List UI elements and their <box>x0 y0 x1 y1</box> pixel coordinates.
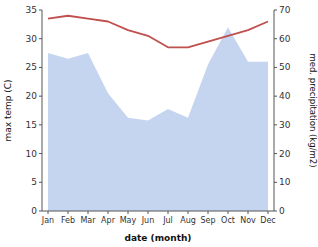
y2-tick <box>274 211 277 212</box>
x-tick-label: Jun <box>141 216 155 225</box>
x-tick <box>248 211 249 214</box>
y-tick <box>39 38 42 39</box>
y-axis-label: max temp (C) <box>3 79 13 141</box>
y2-tick-label: 60 <box>279 34 291 44</box>
y2-tick <box>274 182 277 183</box>
y2-tick-label: 10 <box>279 177 291 187</box>
y2-axis-label: med. precipitation (kg/m2) <box>308 53 318 167</box>
y-tick <box>39 182 42 183</box>
x-tick <box>168 211 169 214</box>
y-tick-label: 25 <box>26 62 37 72</box>
y-tick <box>39 96 42 97</box>
x-tick-label: Aug <box>180 216 196 225</box>
x-tick <box>68 211 69 214</box>
chart: 0 5 10 15 20 25 30 35 0 10 20 30 40 50 60 70 Jan Feb Mar Ap… <box>0 0 318 247</box>
x-tick-label: Nov <box>240 216 256 225</box>
x-tick <box>108 211 109 214</box>
x-tick <box>128 211 129 214</box>
x-tick <box>208 211 209 214</box>
y-tick <box>39 124 42 125</box>
marks <box>48 16 268 211</box>
precip-area <box>48 27 268 211</box>
x-tick-label: Dec <box>260 216 275 225</box>
y2-axis-line <box>274 10 275 211</box>
y-axis-line <box>42 10 43 211</box>
x-axis-line <box>42 211 274 212</box>
y2-tick <box>274 67 277 68</box>
x-tick-label: May <box>120 216 137 225</box>
chart-container: 0 5 10 15 20 25 30 35 0 10 20 30 40 50 60 70 Jan Feb Mar Ap… <box>0 0 318 247</box>
y2-tick <box>274 10 277 11</box>
y2-tick <box>274 153 277 154</box>
y2-tick-label: 20 <box>279 149 291 159</box>
y-tick-label: 0 <box>31 206 37 216</box>
x-tick <box>188 211 189 214</box>
x-axis-label: date (month) <box>125 233 192 243</box>
x-tick-label: Mar <box>80 216 96 225</box>
x-tick <box>88 211 89 214</box>
y-tick <box>39 10 42 11</box>
x-tick-label: Sep <box>200 216 215 225</box>
y2-tick <box>274 96 277 97</box>
y-tick-label: 10 <box>26 149 38 159</box>
y2-tick-label: 40 <box>279 91 291 101</box>
y-tick-label: 15 <box>26 120 37 130</box>
x-tick-label: Apr <box>101 216 116 225</box>
y2-tick-label: 50 <box>279 62 291 72</box>
x-tick <box>48 211 49 214</box>
y-tick <box>39 67 42 68</box>
temp-line <box>48 16 268 48</box>
x-tick <box>148 211 149 214</box>
x-tick-label: Jan <box>41 216 54 225</box>
y-tick <box>39 153 42 154</box>
y2-tick <box>274 124 277 125</box>
y2-tick-label: 70 <box>279 5 291 15</box>
y-tick-label: 35 <box>26 5 37 15</box>
x-tick <box>228 211 229 214</box>
x-tick-label: Jul <box>162 216 173 225</box>
y2-tick <box>274 38 277 39</box>
y-tick-label: 30 <box>26 34 38 44</box>
x-tick-label: Oct <box>221 216 235 225</box>
y2-tick-label: 30 <box>279 120 291 130</box>
x-tick <box>268 211 269 214</box>
y-tick <box>39 211 42 212</box>
y-tick-label: 20 <box>26 91 38 101</box>
y-tick-label: 5 <box>31 177 37 187</box>
x-tick-label: Feb <box>61 216 75 225</box>
y2-tick-label: 0 <box>279 206 285 216</box>
